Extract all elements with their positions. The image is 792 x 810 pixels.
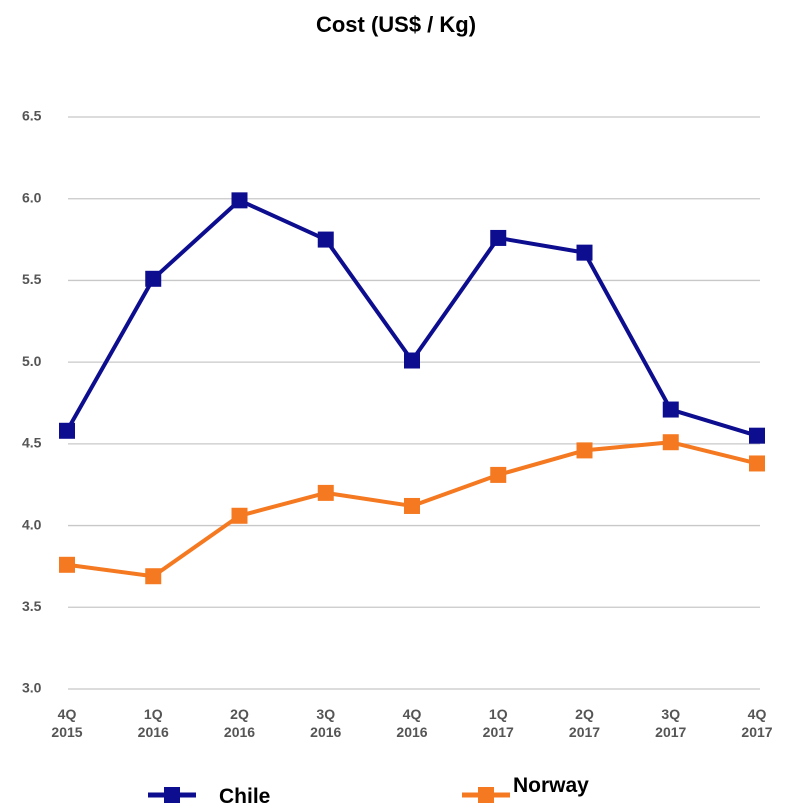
marker [749, 427, 765, 444]
y-tick-label: 5.5 [22, 271, 42, 287]
y-tick-label: 5.0 [22, 353, 42, 369]
marker [317, 231, 334, 248]
chart-title: Cost (US$ / Kg) [315, 12, 477, 37]
series-line [65, 198, 758, 438]
marker [317, 484, 334, 501]
x-tick-label: 4Q 2015 [51, 706, 83, 740]
legend-label: Chile [219, 785, 271, 808]
marker [576, 442, 593, 459]
y-tick-label: 6.5 [22, 108, 42, 124]
marker [576, 244, 593, 261]
marker [404, 497, 420, 514]
marker [490, 229, 507, 246]
y-tick-label: 3.0 [22, 680, 42, 696]
x-tick-label: 4Q 2016 [396, 706, 428, 740]
x-tick-label: 1Q 2017 [482, 706, 514, 740]
y-tick-label: 3.5 [22, 598, 42, 614]
legend-marker [164, 787, 180, 803]
marker [749, 455, 765, 472]
marker [490, 466, 507, 483]
y-tick-label: 4.0 [22, 516, 42, 532]
x-tick-label: 4Q 2017 [741, 706, 773, 740]
y-tick-label: 6.0 [22, 189, 42, 205]
x-tick-label: 3Q 2016 [310, 706, 342, 740]
marker [145, 568, 162, 585]
marker [231, 507, 248, 524]
legend-label: Norway [513, 774, 589, 797]
x-tick-label: 3Q 2017 [655, 706, 687, 740]
x-tick-label: 2Q 2017 [568, 706, 601, 740]
marker [231, 192, 248, 209]
x-tick-label: 1Q 2016 [137, 706, 169, 740]
marker [662, 401, 679, 418]
marker [59, 556, 75, 573]
marker [145, 270, 162, 287]
marker [404, 352, 420, 369]
legend-marker [478, 787, 494, 803]
marker [59, 422, 75, 439]
marker [662, 434, 679, 451]
x-tick-label: 2Q 2016 [223, 706, 256, 740]
y-tick-label: 4.5 [22, 435, 42, 451]
